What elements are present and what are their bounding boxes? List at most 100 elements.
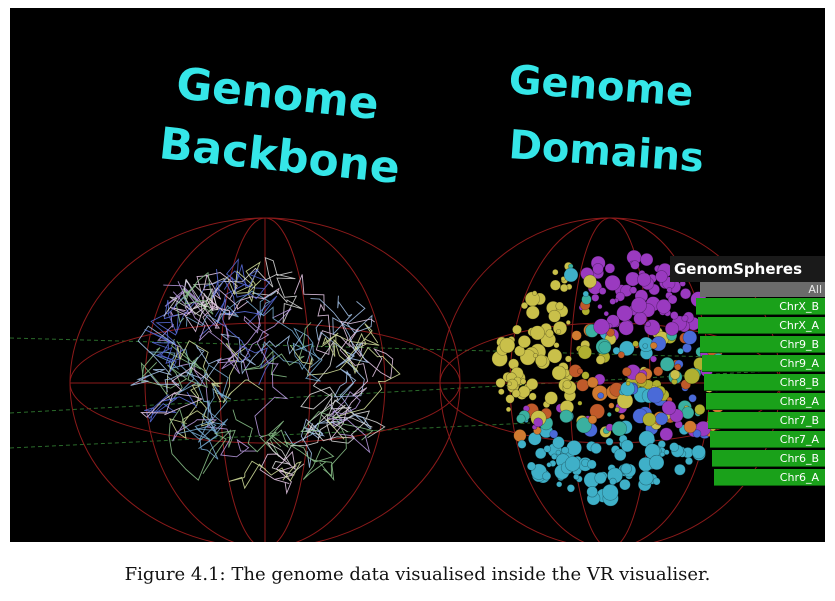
- backbone-strand: [214, 298, 276, 386]
- backbone-strand: [300, 418, 329, 468]
- domain-sphere: [653, 366, 664, 377]
- domain-sphere: [517, 335, 531, 349]
- domain-sphere: [684, 457, 693, 466]
- domain-sphere: [517, 439, 527, 449]
- domain-sphere: [571, 330, 582, 341]
- domain-sphere: [575, 417, 592, 434]
- backbone-strand: [211, 268, 271, 300]
- backbone-strand: [176, 271, 214, 324]
- domain-sphere: [667, 294, 678, 305]
- domain-sphere: [520, 302, 529, 310]
- domain-sphere: [609, 477, 617, 486]
- domain-sphere: [645, 321, 651, 328]
- domain-sphere: [532, 352, 538, 358]
- panel-all-button[interactable]: All: [700, 282, 825, 297]
- backbone-strand: [130, 325, 180, 387]
- domain-sphere: [674, 363, 682, 371]
- domain-sphere: [497, 388, 505, 396]
- backbone-strand: [196, 272, 238, 333]
- backbone-strand: [300, 406, 374, 477]
- domain-sphere: [561, 446, 569, 455]
- domain-sphere: [551, 453, 558, 460]
- domain-sphere: [552, 436, 565, 449]
- panel-item[interactable]: ChrX_A: [698, 317, 825, 334]
- backbone-strand: [261, 327, 321, 371]
- domain-sphere: [613, 448, 627, 462]
- domain-sphere: [505, 394, 515, 404]
- domain-sphere: [601, 483, 619, 501]
- domain-sphere: [573, 473, 580, 481]
- domain-sphere: [555, 449, 561, 456]
- domain-sphere: [587, 415, 598, 425]
- domain-sphere: [555, 301, 565, 311]
- genome-backbone-render: [130, 256, 401, 495]
- domain-sphere: [547, 348, 563, 364]
- domain-sphere: [562, 380, 572, 390]
- backbone-strand: [327, 391, 371, 454]
- panel-item[interactable]: Chr8_A: [706, 393, 825, 410]
- domain-sphere: [526, 461, 536, 471]
- domain-sphere: [566, 440, 582, 456]
- domain-sphere: [638, 470, 654, 486]
- domain-sphere: [577, 368, 584, 375]
- panel-item[interactable]: Chr9_A: [702, 355, 825, 372]
- genome-domains-render: [491, 249, 726, 507]
- panel-item[interactable]: Chr9_B: [700, 336, 825, 353]
- backbone-strand: [172, 419, 257, 458]
- domain-sphere: [597, 392, 605, 399]
- panel-item[interactable]: Chr6_A: [714, 469, 825, 486]
- domain-sphere: [655, 412, 669, 426]
- domain-sphere: [619, 478, 631, 491]
- domain-sphere: [629, 286, 638, 294]
- domain-sphere: [499, 337, 516, 354]
- backbone-strand: [293, 274, 351, 356]
- domain-sphere: [533, 417, 544, 428]
- domain-sphere: [649, 355, 657, 363]
- panel-item[interactable]: Chr7_B: [708, 412, 825, 429]
- panel-item[interactable]: Chr8_B: [704, 374, 825, 391]
- domain-sphere: [669, 442, 679, 452]
- genome-backbone-title: Genome Backbone: [157, 58, 402, 194]
- domain-sphere: [506, 378, 519, 391]
- domain-sphere: [587, 459, 597, 470]
- domain-sphere: [604, 263, 616, 274]
- domain-sphere: [652, 477, 661, 486]
- domain-sphere: [597, 304, 603, 310]
- backbone-strand: [186, 290, 277, 327]
- domain-sphere: [681, 314, 689, 322]
- domain-sphere: [563, 267, 579, 283]
- backbone-strand: [310, 298, 357, 368]
- figure-caption: Figure 4.1: The genome data visualised i…: [124, 564, 711, 585]
- panel-item[interactable]: Chr6_B: [712, 450, 825, 467]
- domain-sphere: [642, 343, 649, 349]
- domain-sphere: [513, 429, 527, 443]
- panel-item[interactable]: ChrX_B: [696, 298, 825, 315]
- backbone-strand: [181, 418, 229, 460]
- backbone-strand: [144, 391, 198, 423]
- panel-item[interactable]: Chr7_A: [710, 431, 825, 448]
- domain-sphere: [595, 355, 606, 365]
- domain-sphere: [656, 298, 672, 314]
- domain-sphere: [507, 381, 512, 387]
- domain-sphere: [632, 340, 639, 348]
- domain-sphere: [549, 279, 561, 291]
- domain-sphere: [517, 385, 531, 398]
- domain-sphere: [586, 486, 598, 498]
- genome-domains-title: Genome Domains: [507, 57, 705, 182]
- domain-sphere: [555, 329, 562, 335]
- domain-sphere: [576, 378, 590, 392]
- domain-sphere: [598, 287, 607, 295]
- domain-sphere: [589, 403, 605, 419]
- domain-sphere: [566, 484, 576, 493]
- backbone-strand: [170, 273, 249, 317]
- domain-sphere: [640, 253, 654, 267]
- backbone-strand: [243, 322, 312, 378]
- domain-sphere: [671, 378, 678, 385]
- domain-sphere: [581, 371, 590, 380]
- domain-sphere: [692, 429, 702, 439]
- domain-sphere: [525, 305, 540, 320]
- domain-sphere: [551, 365, 567, 381]
- backbone-strand: [177, 281, 239, 370]
- domain-sphere: [520, 378, 527, 385]
- domain-sphere: [565, 319, 571, 325]
